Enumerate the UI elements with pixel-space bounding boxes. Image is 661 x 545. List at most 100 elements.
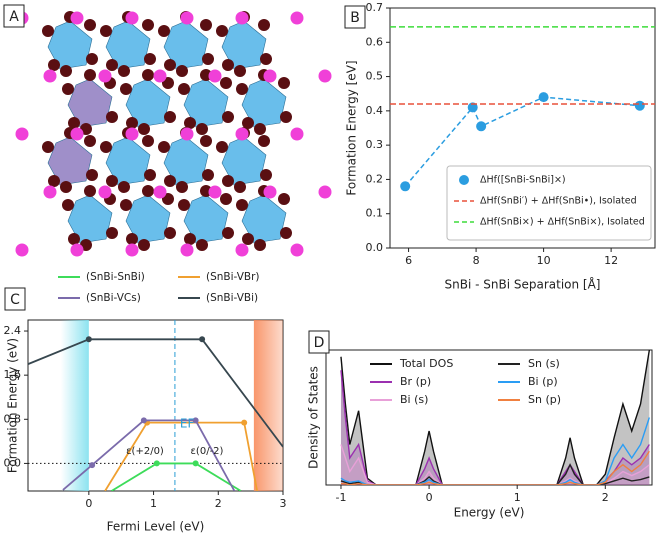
dos-area	[340, 370, 650, 485]
bromide-atom	[118, 181, 130, 193]
bromide-atom	[254, 239, 266, 251]
bromide-atom	[260, 169, 272, 181]
bromide-atom	[100, 141, 112, 153]
bromide-atom	[138, 239, 150, 251]
bromide-atom	[144, 53, 156, 65]
bromide-atom	[178, 199, 190, 211]
x-tick-label: 0	[426, 491, 433, 504]
panel-label-box	[3, 4, 25, 28]
bromide-atom	[184, 117, 196, 129]
bromide-atom	[234, 65, 246, 77]
y-tick-label: 0.6	[366, 35, 384, 48]
transition-point	[140, 417, 147, 424]
bromide-atom	[278, 193, 290, 205]
bromide-atom	[222, 175, 234, 187]
dos-area	[340, 444, 650, 485]
panel-label: B	[350, 10, 360, 26]
panel-label-box	[308, 330, 330, 354]
plot-frame	[389, 7, 656, 249]
x-tick-label: 3	[280, 497, 287, 510]
octahedron	[67, 78, 113, 128]
bromide-atom	[142, 19, 154, 31]
x-tick-label: 12	[604, 254, 618, 267]
bromide-atom	[222, 227, 234, 239]
fermi-label: EF	[180, 417, 195, 431]
octahedron	[67, 194, 113, 244]
panel-label: D	[314, 335, 325, 351]
cesium-atom	[15, 243, 29, 257]
legend-label: (SnBi-VBi)	[206, 292, 258, 304]
bromide-atom	[196, 239, 208, 251]
y-tick-label: 1.6	[4, 368, 22, 381]
cesium-atom	[318, 185, 332, 199]
legend-label: (SnBi-VBr)	[206, 271, 260, 283]
legend-box	[446, 165, 652, 241]
data-point	[538, 92, 549, 103]
crystal-structure	[15, 11, 332, 257]
x-tick-label: 1	[514, 491, 521, 504]
cesium-atom	[125, 11, 139, 25]
bromide-atom	[278, 77, 290, 89]
transition-point	[241, 419, 248, 426]
cesium-atom	[263, 69, 277, 83]
y-tick-label: 0.5	[366, 70, 384, 83]
data-point	[634, 100, 645, 111]
cesium-atom	[180, 11, 194, 25]
cesium-atom	[235, 127, 249, 141]
bromide-atom	[158, 25, 170, 37]
series-line	[111, 462, 242, 491]
bromide-atom	[86, 53, 98, 65]
legend-label: (SnBi-VCs)	[86, 292, 141, 304]
y-tick-label: 0.0	[4, 456, 22, 469]
dos-area	[340, 350, 650, 485]
bromide-atom	[200, 135, 212, 147]
y-axis-label: Formation Energy (eV)	[6, 338, 20, 473]
dos-line	[340, 444, 650, 485]
legend-label: (SnBi-SnBi)	[86, 271, 145, 283]
cesium-atom	[153, 185, 167, 199]
bromide-atom	[164, 111, 176, 123]
y-tick-label: 0.8	[4, 412, 22, 425]
bromide-atom	[222, 111, 234, 123]
legend-label: ΔHf(SnBi×) + ΔHf(SnBi×), Isolated	[480, 217, 645, 228]
y-axis-label: Formation Energy [eV]	[345, 60, 359, 195]
transition-point	[192, 417, 199, 424]
cesium-atom	[70, 127, 84, 141]
bromide-atom	[258, 135, 270, 147]
legend-swatch	[459, 175, 469, 185]
bromide-atom	[126, 117, 138, 129]
bromide-atom	[142, 185, 154, 197]
dos-line	[340, 450, 650, 485]
bromide-atom	[158, 141, 170, 153]
octahedron	[163, 136, 209, 186]
x-tick-label: 0	[85, 497, 92, 510]
cesium-atom	[208, 69, 222, 83]
octahedron	[105, 136, 151, 186]
bromide-atom	[260, 53, 272, 65]
bromide-atom	[84, 19, 96, 31]
octahedron	[125, 78, 171, 128]
bromide-atom	[164, 59, 176, 71]
transition-point	[192, 460, 199, 467]
octahedron	[47, 136, 93, 186]
cesium-atom	[180, 127, 194, 141]
cesium-atom	[290, 11, 304, 25]
y-tick-label: 2.4	[4, 324, 22, 337]
bromide-atom	[236, 83, 248, 95]
dos-line	[340, 350, 651, 485]
cesium-atom	[180, 243, 194, 257]
bromide-atom	[106, 175, 118, 187]
x-axis-label: Fermi Level (eV)	[107, 520, 205, 534]
bromide-atom	[48, 175, 60, 187]
bromide-atom	[60, 65, 72, 77]
bromide-atom	[100, 25, 112, 37]
bromide-atom	[68, 117, 80, 129]
x-tick-label: -1	[335, 491, 346, 504]
octahedron	[125, 194, 171, 244]
x-tick-label: 8	[473, 254, 480, 267]
octahedron	[163, 20, 209, 70]
plot-frame	[325, 349, 653, 486]
bromide-atom	[280, 111, 292, 123]
annotation: ε(+2/0)	[126, 446, 164, 457]
bromide-atom	[176, 181, 188, 193]
